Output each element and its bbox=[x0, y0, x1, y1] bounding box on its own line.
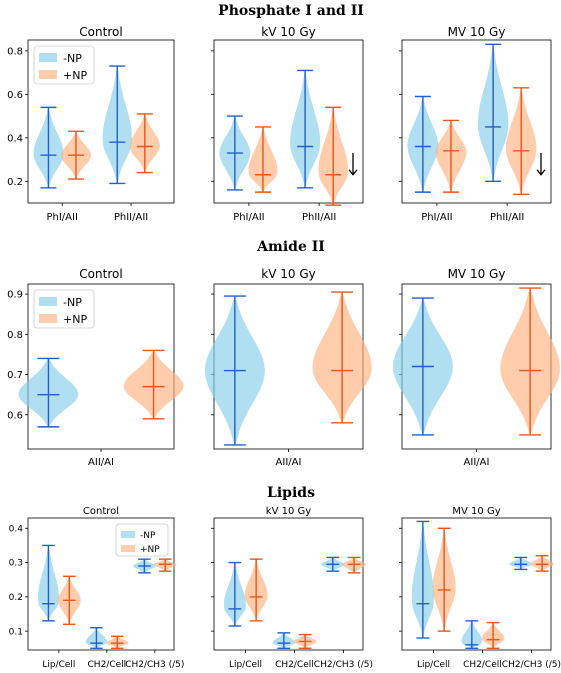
x-tick-label: CH2/CH3 (/5) bbox=[314, 660, 373, 670]
y-tick-label: 0.4 bbox=[7, 133, 23, 144]
x-tick-label: PhI/AII bbox=[421, 212, 452, 223]
y-tick-label: 0.4 bbox=[9, 524, 24, 534]
y-tick-label: 0.2 bbox=[7, 177, 23, 188]
y-tick-label: 0.8 bbox=[7, 330, 23, 341]
y-tick-label: 0.6 bbox=[7, 410, 23, 421]
legend-swatch bbox=[39, 70, 57, 79]
violin-panel: kV 10 Gy Lip/Cell CH2/Cell CH2/CH3 (/5) bbox=[211, 506, 373, 670]
x-tick-label: PhI/AII bbox=[46, 212, 77, 223]
legend-swatch bbox=[39, 53, 57, 62]
legend-swatch bbox=[39, 297, 57, 306]
violin-panel: Control 0.1 0.2 0.3 0.4 Lip/Cell CH2/Cell CH2/C… bbox=[9, 506, 185, 670]
x-tick-label: Lip/Cell bbox=[42, 660, 75, 670]
panel-title: kV 10 Gy bbox=[266, 506, 311, 517]
panel-title: Control bbox=[83, 506, 119, 517]
violin-panel: Control 0.2 0.4 0.6 0.8 PhI/AII PhII/AII -NP +NP bbox=[7, 25, 175, 223]
legend: -NP +NP bbox=[33, 289, 95, 329]
down-arrow-head-icon bbox=[348, 169, 358, 176]
y-tick-label: 0.2 bbox=[9, 593, 23, 603]
panel-title: kV 10 Gy bbox=[261, 267, 315, 281]
legend-swatch bbox=[121, 545, 135, 552]
legend-swatch bbox=[121, 531, 135, 538]
x-tick-label: AII/AI bbox=[276, 457, 302, 468]
section-title-lipids: Lipids bbox=[267, 485, 315, 501]
x-tick-label: CH2/Cell bbox=[463, 660, 502, 670]
violin-panel: kV 10 Gy PhI/AII PhII/AII bbox=[211, 25, 364, 223]
down-arrow-head-icon bbox=[536, 169, 546, 176]
legend-label: -NP bbox=[140, 531, 156, 541]
violin-panel: MV 10 Gy AII/AI bbox=[392, 267, 560, 468]
y-tick-label: 0.9 bbox=[7, 290, 23, 301]
x-tick-label: CH2/CH3 (/5) bbox=[125, 660, 184, 670]
y-tick-label: 0.1 bbox=[9, 627, 23, 637]
legend-label: +NP bbox=[63, 69, 87, 82]
x-tick-label: Lip/Cell bbox=[229, 660, 262, 670]
section-title-amide: Amide II bbox=[256, 239, 325, 255]
legend-label: -NP bbox=[63, 296, 82, 309]
violin-panel: kV 10 Gy AII/AI bbox=[204, 267, 372, 468]
legend: -NP +NP bbox=[115, 523, 169, 557]
panel-title: MV 10 Gy bbox=[448, 267, 506, 281]
legend-swatch bbox=[39, 314, 57, 323]
axes-frame bbox=[27, 39, 175, 204]
axes-frame bbox=[213, 517, 364, 651]
x-tick-label: CH2/Cell bbox=[275, 660, 314, 670]
legend-label: -NP bbox=[63, 52, 82, 65]
section-title-phosphate: Phosphate I and II bbox=[218, 3, 364, 19]
x-tick-label: Lip/Cell bbox=[417, 660, 450, 670]
panel-title: Control bbox=[79, 25, 122, 39]
axes-frame bbox=[213, 39, 364, 204]
x-tick-label: PhII/AII bbox=[114, 212, 148, 223]
violin-panel: Control 0.6 0.7 0.8 0.9 AII/AI -NP +NP bbox=[7, 267, 184, 468]
panel-title: MV 10 Gy bbox=[452, 506, 500, 517]
legend-label: +NP bbox=[140, 545, 160, 555]
y-tick-label: 0.3 bbox=[9, 559, 23, 569]
legend-label: +NP bbox=[63, 313, 87, 326]
panel-title: kV 10 Gy bbox=[261, 25, 315, 39]
violin-panel: MV 10 Gy Lip/Cell CH2/Cell CH2/CH3 (/5) bbox=[399, 506, 561, 670]
y-tick-label: 0.8 bbox=[7, 46, 23, 57]
axes-frame bbox=[401, 39, 552, 204]
x-tick-label: PhII/AII bbox=[302, 212, 336, 223]
x-tick-label: AII/AI bbox=[464, 457, 490, 468]
panel-title: Control bbox=[79, 267, 122, 281]
y-tick-label: 0.7 bbox=[7, 370, 23, 381]
panel-title: MV 10 Gy bbox=[448, 25, 506, 39]
x-tick-label: PhII/AII bbox=[490, 212, 524, 223]
x-tick-label: PhI/AII bbox=[233, 212, 264, 223]
legend: -NP +NP bbox=[33, 45, 95, 85]
axes-frame bbox=[27, 517, 175, 651]
y-tick-label: 0.6 bbox=[7, 90, 23, 101]
violin-panel: MV 10 Gy PhI/AII PhII/AII bbox=[399, 25, 552, 223]
x-tick-label: CH2/Cell bbox=[88, 660, 127, 670]
x-tick-label: CH2/CH3 (/5) bbox=[502, 660, 561, 670]
x-tick-label: AII/AI bbox=[88, 457, 114, 468]
axes-frame bbox=[401, 517, 552, 651]
